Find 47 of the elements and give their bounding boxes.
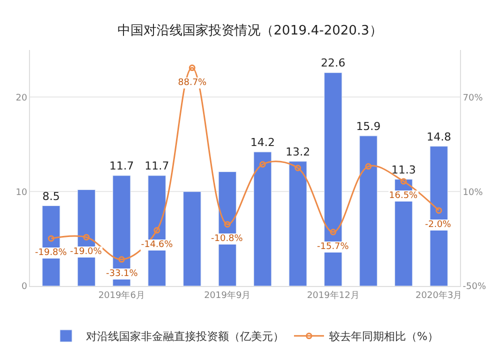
point xyxy=(436,207,442,214)
data-label: 22.6 xyxy=(320,56,346,70)
point xyxy=(83,234,90,240)
y-tick-label: 20 xyxy=(16,93,28,104)
y-tick-label: 0 xyxy=(21,282,28,292)
data-label: -10.8% xyxy=(211,234,244,244)
data-label: 11.7 xyxy=(144,160,170,173)
y2-tick-label: 10% xyxy=(462,188,484,198)
point xyxy=(224,221,231,228)
data-label: -2.0% xyxy=(425,220,452,230)
point xyxy=(294,164,302,172)
point xyxy=(330,228,336,236)
legend-label: 较去年同期相比（%） xyxy=(329,330,438,344)
bar xyxy=(288,161,307,286)
data-label: 88.7% xyxy=(178,78,208,88)
chart-title: 中国对沿线国家投资情况（2019.4-2020.3） xyxy=(118,22,382,38)
data-label: -33.1% xyxy=(106,269,138,279)
data-label: -19.8% xyxy=(35,248,68,258)
point xyxy=(118,256,125,263)
x-tick-label: 2019年12月 xyxy=(306,290,360,301)
data-label: 14.2 xyxy=(250,136,275,149)
data-label: 14.8 xyxy=(426,130,452,144)
x-tick-label: 2019年6月 xyxy=(98,290,145,301)
data-label: 11.3 xyxy=(391,163,416,176)
data-label: 11.7 xyxy=(109,160,134,173)
y2-tick-label: -50% xyxy=(462,282,486,292)
point xyxy=(154,227,160,234)
x-tick-label: 2020年3月 xyxy=(416,290,462,301)
data-label: 15.9 xyxy=(356,120,381,133)
point xyxy=(48,235,54,242)
data-label: -19.0% xyxy=(70,247,102,257)
data-label: -15.7% xyxy=(317,242,350,252)
y2-tick-label: 70% xyxy=(462,93,484,104)
bar xyxy=(254,152,272,286)
data-label: 16.5% xyxy=(389,191,418,201)
bar xyxy=(183,191,202,286)
legend-label: 对沿线国家非金融直接投资额（亿美元） xyxy=(86,330,284,344)
data-label: 8.5 xyxy=(42,190,60,203)
bar xyxy=(359,136,378,286)
point xyxy=(365,163,372,170)
point xyxy=(259,161,266,168)
point xyxy=(188,64,196,72)
data-label: -14.6% xyxy=(141,240,174,250)
data-label: 13.2 xyxy=(286,145,310,158)
point xyxy=(400,178,407,185)
x-tick-label: 2019年9月 xyxy=(204,290,251,301)
y-tick-label: 10 xyxy=(16,188,28,198)
